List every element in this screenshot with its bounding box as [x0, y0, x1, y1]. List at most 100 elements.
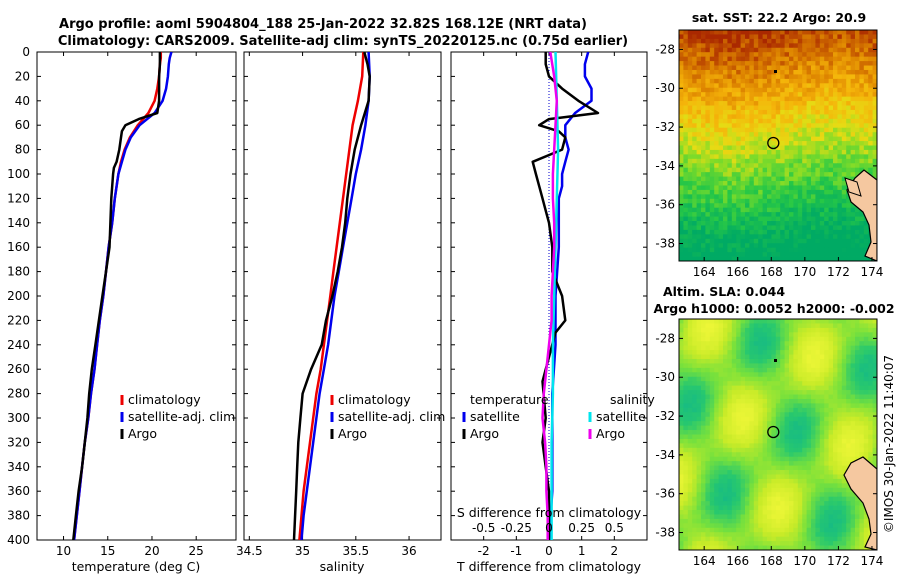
map-cell: [806, 518, 812, 524]
map-cell: [775, 69, 781, 75]
map-cell: [789, 252, 794, 257]
map-cell: [793, 327, 799, 333]
map-cell: [749, 398, 755, 404]
map-cell: [828, 319, 834, 324]
map-cell: [714, 332, 719, 338]
map-cell: [692, 194, 697, 200]
map-cell: [709, 216, 715, 222]
map-cell: [775, 52, 781, 58]
map-cell: [771, 443, 777, 449]
map-cell: [780, 438, 785, 444]
map-cell: [762, 323, 768, 329]
map-cell: [846, 545, 851, 550]
map-cell: [709, 323, 715, 329]
map-cell: [789, 381, 794, 387]
map-cell: [863, 523, 869, 529]
map-cell: [824, 403, 829, 409]
map-cell: [723, 465, 728, 471]
map-cell: [824, 185, 829, 191]
map-cell: [859, 407, 865, 413]
map-cell: [762, 189, 768, 195]
map-cell: [846, 496, 851, 502]
map-cell: [679, 167, 684, 173]
map-cell: [850, 158, 856, 164]
map-cell: [815, 478, 821, 484]
map-cell: [811, 127, 816, 133]
map-cell: [797, 403, 803, 409]
map-cell: [784, 38, 790, 44]
map-cell: [701, 354, 706, 360]
map-cell: [806, 189, 812, 195]
map-cell: [833, 118, 838, 124]
map-cell: [762, 172, 768, 177]
map-cell: [863, 30, 869, 35]
map-cell: [709, 332, 715, 338]
map-cell: [780, 101, 785, 106]
map-cell: [723, 403, 728, 409]
map-cell: [687, 167, 693, 173]
map-cell: [714, 487, 719, 493]
map-cell: [692, 198, 697, 204]
map-cell: [819, 176, 825, 182]
map-cell: [687, 478, 693, 484]
map-cell: [789, 341, 794, 347]
map-cell: [714, 65, 719, 71]
map-cell: [771, 256, 777, 261]
map-cell: [692, 412, 697, 418]
map-cell: [683, 256, 689, 261]
map-cell: [868, 123, 873, 129]
map-cell: [753, 154, 759, 160]
map-cell: [718, 367, 724, 373]
map-cell: [863, 354, 869, 360]
map-cell: [683, 203, 689, 209]
map-cell: [819, 43, 825, 49]
map-cell: [819, 518, 825, 524]
map-cell: [723, 127, 728, 133]
map-cell: [780, 443, 785, 449]
map-cell: [727, 216, 733, 222]
map-cell: [771, 332, 777, 338]
map-cell: [863, 114, 869, 120]
map-cell: [841, 118, 847, 124]
map-cell: [687, 492, 693, 498]
map-cell: [837, 109, 843, 115]
map-cell: [837, 34, 843, 40]
map-cell: [758, 141, 763, 146]
map-cell: [797, 536, 803, 542]
map-cell: [850, 336, 856, 342]
map-cell: [806, 105, 812, 111]
map-cell: [718, 372, 724, 378]
map-cell: [775, 96, 781, 102]
map-cell: [806, 234, 812, 240]
map-cell: [797, 243, 803, 249]
map-cell: [806, 163, 812, 169]
map-cell: [679, 541, 684, 546]
map-cell: [727, 394, 733, 400]
map-cell: [683, 398, 689, 404]
map-cell: [771, 203, 777, 209]
map-cell: [736, 216, 741, 222]
map-cell: [683, 118, 689, 124]
map-cell: [679, 247, 684, 253]
map-cell: [723, 438, 728, 444]
map-cell: [850, 358, 856, 364]
map-cell: [762, 456, 768, 462]
map-cell: [872, 114, 877, 120]
map-cell: [701, 105, 706, 111]
map-cell: [802, 376, 807, 382]
map-cell: [837, 243, 843, 249]
map-cell: [749, 65, 755, 71]
map-cell: [780, 390, 785, 395]
map-cell: [833, 78, 838, 84]
map-cell: [802, 167, 807, 173]
map-cell: [811, 496, 816, 502]
map-cell: [846, 363, 851, 369]
map-cell: [780, 465, 785, 471]
map-cell: [784, 336, 790, 342]
map-cell: [797, 425, 803, 431]
map-cell: [815, 101, 821, 106]
map-cell: [705, 65, 711, 71]
map-cell: [736, 430, 741, 435]
map-cell: [683, 345, 689, 351]
map-cell: [696, 372, 702, 378]
